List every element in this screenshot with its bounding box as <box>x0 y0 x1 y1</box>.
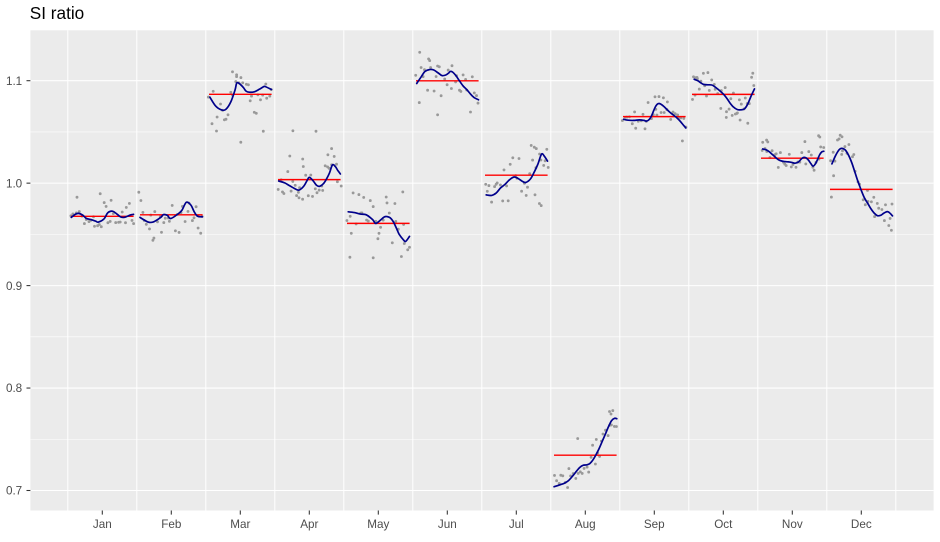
svg-text:Jun: Jun <box>438 518 457 531</box>
svg-text:Feb: Feb <box>161 518 182 531</box>
svg-text:0.8: 0.8 <box>6 382 22 395</box>
svg-text:Jan: Jan <box>93 518 112 531</box>
svg-text:May: May <box>367 518 389 531</box>
svg-text:Aug: Aug <box>575 518 596 531</box>
svg-text:Sep: Sep <box>644 518 665 531</box>
svg-text:Nov: Nov <box>782 518 803 531</box>
svg-text:Oct: Oct <box>714 518 733 531</box>
svg-text:1.1: 1.1 <box>6 75 22 88</box>
svg-text:Apr: Apr <box>300 518 318 531</box>
svg-text:Jul: Jul <box>509 518 524 531</box>
svg-text:Dec: Dec <box>851 518 872 531</box>
svg-text:0.9: 0.9 <box>6 280 22 293</box>
svg-text:1.0: 1.0 <box>6 177 23 190</box>
svg-text:0.7: 0.7 <box>6 485 22 498</box>
svg-text:Mar: Mar <box>230 518 250 531</box>
svg-text:SI ratio: SI ratio <box>30 3 84 23</box>
